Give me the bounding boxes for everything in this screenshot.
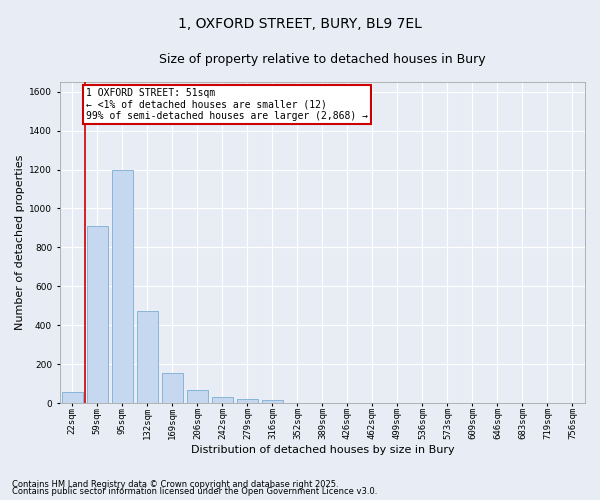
X-axis label: Distribution of detached houses by size in Bury: Distribution of detached houses by size …: [191, 445, 454, 455]
Bar: [187, 390, 208, 403]
Text: Contains public sector information licensed under the Open Government Licence v3: Contains public sector information licen…: [12, 487, 377, 496]
Text: 1, OXFORD STREET, BURY, BL9 7EL: 1, OXFORD STREET, BURY, BL9 7EL: [178, 18, 422, 32]
Bar: [237, 399, 258, 403]
Y-axis label: Number of detached properties: Number of detached properties: [15, 155, 25, 330]
Bar: [112, 170, 133, 403]
Bar: [86, 226, 108, 403]
Bar: [62, 392, 83, 403]
Title: Size of property relative to detached houses in Bury: Size of property relative to detached ho…: [159, 52, 486, 66]
Text: Contains HM Land Registry data © Crown copyright and database right 2025.: Contains HM Land Registry data © Crown c…: [12, 480, 338, 489]
Bar: [162, 373, 183, 403]
Bar: [137, 310, 158, 403]
Text: 1 OXFORD STREET: 51sqm
← <1% of detached houses are smaller (12)
99% of semi-det: 1 OXFORD STREET: 51sqm ← <1% of detached…: [86, 88, 368, 121]
Bar: [212, 397, 233, 403]
Bar: [262, 400, 283, 403]
